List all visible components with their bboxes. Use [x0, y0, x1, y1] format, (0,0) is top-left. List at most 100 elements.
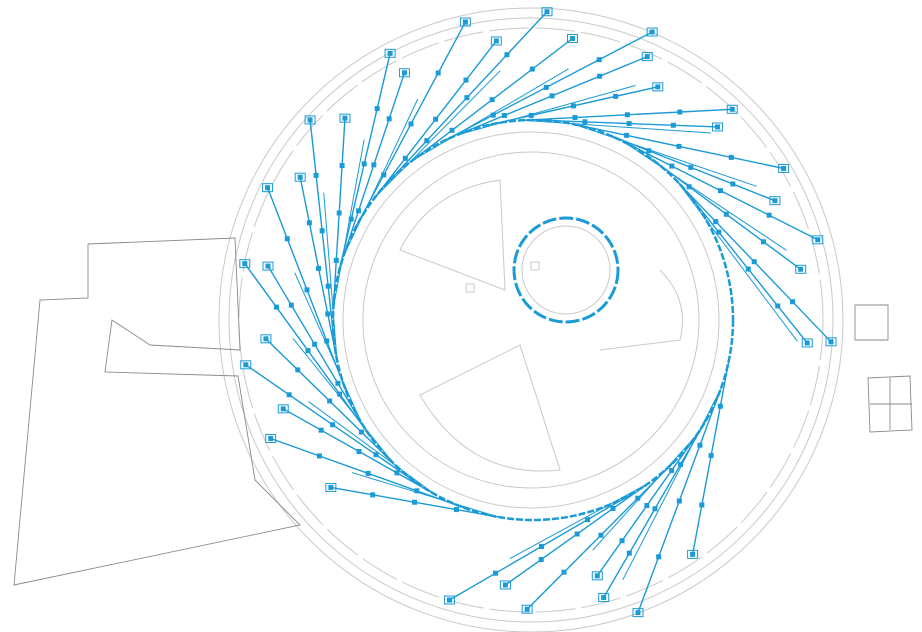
beamline-component [649, 29, 655, 35]
beamline-component [501, 112, 507, 118]
beamline-component [751, 259, 757, 265]
beamline-component [313, 172, 319, 178]
beamline-component [304, 287, 310, 293]
beamline-component [356, 208, 362, 214]
end-station [687, 549, 699, 559]
end-station [277, 404, 289, 414]
beamline-component [280, 406, 286, 412]
end-station [384, 48, 396, 58]
end-station [239, 259, 251, 269]
beamline-branch [332, 139, 365, 308]
beamline-component [745, 266, 751, 272]
beamline-component [582, 119, 588, 125]
end-station [825, 337, 837, 347]
outer-wall [218, 7, 844, 632]
beamline-component [401, 70, 407, 76]
inner-hall [399, 179, 683, 472]
beamline-branch [622, 141, 787, 251]
beamline-component [686, 184, 692, 190]
beamline-component [463, 77, 469, 83]
beamline-component [328, 484, 334, 490]
beamline-component [324, 338, 330, 344]
end-station [541, 7, 553, 17]
beamline-component [676, 498, 682, 504]
beamline-component [312, 341, 318, 347]
floor-ring [238, 27, 824, 613]
end-station [490, 36, 502, 46]
beamline-component [284, 236, 290, 242]
beamline-component [635, 495, 641, 501]
end-station [778, 163, 790, 173]
beamline-component [723, 211, 729, 217]
beamline-branch [574, 123, 757, 187]
beamline-branch [292, 338, 394, 464]
end-station [265, 434, 277, 444]
beamline-component [549, 93, 555, 99]
beamline-component [656, 554, 662, 560]
beamline-component [462, 19, 468, 25]
beamline-component [644, 503, 650, 509]
beamline-component [273, 304, 279, 310]
beamline-component [598, 532, 604, 538]
beamline-component [325, 311, 331, 317]
beamline-component [319, 228, 325, 234]
beamline-branch [592, 434, 697, 551]
beamline-component [490, 112, 496, 118]
beamline-component [544, 9, 550, 15]
beamline-component [524, 606, 530, 612]
beamline-component [286, 392, 292, 398]
beamline-component [371, 162, 377, 168]
beamline-branch [622, 389, 722, 581]
end-station [240, 360, 252, 370]
beamline-component [676, 143, 682, 149]
end-station [632, 608, 644, 618]
beamline-component [374, 106, 380, 112]
beamline-branch [351, 472, 499, 518]
end-station [795, 264, 807, 274]
beamline-component [316, 265, 322, 271]
beamline-component [678, 461, 684, 467]
beamline-branch [323, 192, 338, 360]
beamline-component [760, 239, 766, 245]
beamline-component [670, 122, 676, 128]
end-station [398, 68, 410, 78]
beamline-component [597, 73, 603, 79]
beamline-component [569, 35, 575, 41]
beamline-branch [411, 68, 569, 162]
beamline-component [265, 263, 271, 269]
beamline-component [772, 198, 778, 204]
beamline-component [570, 103, 576, 109]
beamline-component [543, 84, 549, 90]
beamline-component [585, 517, 591, 523]
end-station [260, 334, 272, 344]
beamline-component [528, 112, 534, 118]
beamline-component [243, 362, 249, 368]
beamline-component [339, 163, 345, 169]
beamline-component [717, 403, 723, 409]
beamline-component [358, 429, 364, 435]
end-station [521, 604, 533, 614]
beamline-component [781, 165, 787, 171]
booster-ring [512, 216, 620, 324]
beamline-component [646, 148, 652, 154]
beamline-component [717, 188, 723, 194]
beamline-component [361, 161, 367, 167]
beamline-branch [676, 181, 798, 342]
beamline-component [644, 54, 650, 60]
end-station [812, 235, 824, 245]
beamline-component [766, 212, 772, 218]
beamline-component [669, 163, 675, 169]
beamline-component [288, 302, 294, 308]
beamline-component [297, 174, 303, 180]
beamline-component [335, 380, 341, 386]
beamline-component [613, 93, 619, 99]
beamline-component [624, 132, 630, 138]
beamline-component [635, 610, 641, 616]
beamline-component [594, 573, 600, 579]
beamline-component [798, 266, 804, 272]
end-station [325, 482, 337, 492]
beamline-branch [509, 482, 650, 560]
beamline-component [330, 422, 336, 428]
beamline-component [449, 127, 455, 133]
beamline-component [610, 506, 616, 512]
